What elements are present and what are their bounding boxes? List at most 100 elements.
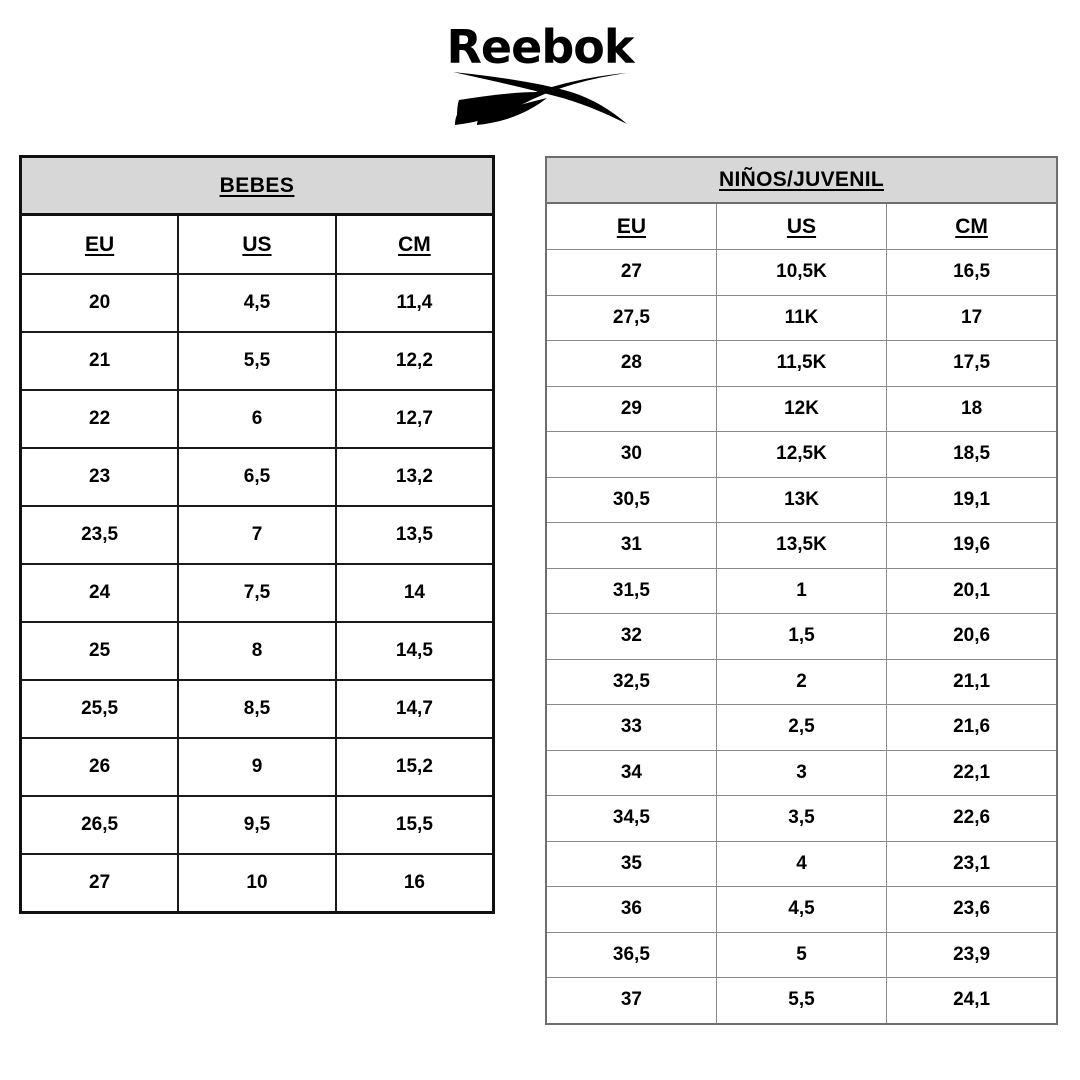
cell-cm: 17,5	[886, 340, 1058, 387]
cell-us: 2,5	[715, 704, 888, 751]
cell-us: 7,5	[177, 563, 337, 623]
table-row: 31,5 1 20,1	[545, 567, 1058, 614]
cell-eu: 31,5	[545, 567, 717, 614]
table-row: 32 1,5 20,6	[545, 613, 1058, 660]
cell-cm: 22,1	[886, 749, 1058, 796]
cell-eu: 35	[545, 840, 717, 887]
table-row: 32,5 2 21,1	[545, 658, 1058, 705]
cell-cm: 21,6	[886, 704, 1058, 751]
reebok-wordmark: Reebok	[446, 20, 635, 74]
column-header-us-label: US	[786, 214, 817, 238]
table-ninos-head: NIÑOS/JUVENIL EU US CM	[545, 156, 1058, 250]
table-row: 26,5 9,5 15,5	[19, 795, 495, 855]
cell-cm: 13,5	[334, 505, 495, 565]
cell-cm: 19,6	[886, 522, 1058, 569]
table-row: NIÑOS/JUVENIL	[545, 156, 1058, 204]
table-bebes-title: BEBES	[19, 155, 495, 216]
table-row: 30 12,5K 18,5	[545, 431, 1058, 478]
cell-eu: 36	[545, 886, 717, 933]
cell-eu: 21	[19, 331, 180, 391]
size-table-ninos: NIÑOS/JUVENIL EU US CM 27 10,5K 16,5 27,5 11…	[545, 156, 1058, 1025]
cell-eu: 25	[19, 621, 180, 681]
table-row: 34 3 22,1	[545, 749, 1058, 796]
column-header-cm-label: CM	[398, 232, 431, 256]
column-header-eu-label: EU	[84, 232, 115, 256]
cell-cm: 11,4	[334, 273, 495, 333]
cell-eu: 32	[545, 613, 717, 660]
table-bebes-body: 20 4,5 11,4 21 5,5 12,2 22 6 12,7 23 6,5 13,2 23,5 7 1…	[19, 273, 495, 914]
table-row: 37 5,5 24,1	[545, 977, 1058, 1024]
cell-cm: 14,7	[334, 679, 495, 739]
column-header-us: US	[715, 202, 888, 250]
cell-cm: 12,2	[334, 331, 495, 391]
cell-cm: 16,5	[886, 249, 1058, 296]
cell-us: 3,5	[715, 795, 888, 842]
table-ninos-title-text: NIÑOS/JUVENIL	[719, 168, 884, 191]
cell-us: 11,5K	[715, 340, 888, 387]
cell-us: 13K	[715, 476, 888, 523]
cell-cm: 19,1	[886, 476, 1058, 523]
cell-cm: 13,2	[334, 447, 495, 507]
cell-us: 4,5	[177, 273, 337, 333]
table-row: EU US CM	[19, 213, 495, 275]
cell-us: 5	[715, 931, 888, 978]
cell-us: 10	[177, 853, 337, 914]
cell-cm: 22,6	[886, 795, 1058, 842]
table-row: 30,5 13K 19,1	[545, 476, 1058, 523]
table-bebes-head: BEBES EU US CM	[19, 155, 495, 275]
cell-us: 3	[715, 749, 888, 796]
cell-us: 8,5	[177, 679, 337, 739]
cell-eu: 29	[545, 385, 717, 432]
cell-eu: 37	[545, 977, 717, 1024]
cell-eu: 23	[19, 447, 180, 507]
cell-us: 1,5	[715, 613, 888, 660]
cell-us: 5,5	[177, 331, 337, 391]
cell-us: 12,5K	[715, 431, 888, 478]
table-row: 31 13,5K 19,6	[545, 522, 1058, 569]
table-row: 21 5,5 12,2	[19, 331, 495, 391]
cell-eu: 23,5	[19, 505, 180, 565]
cell-eu: 24	[19, 563, 180, 623]
cell-cm: 18,5	[886, 431, 1058, 478]
table-row: 25 8 14,5	[19, 621, 495, 681]
cell-us: 5,5	[715, 977, 888, 1024]
table-bebes-title-text: BEBES	[219, 173, 295, 197]
cell-eu: 36,5	[545, 931, 717, 978]
cell-eu: 25,5	[19, 679, 180, 739]
table-row: 35 4 23,1	[545, 840, 1058, 887]
cell-eu: 30	[545, 431, 717, 478]
cell-cm: 21,1	[886, 658, 1058, 705]
cell-eu: 30,5	[545, 476, 717, 523]
cell-cm: 18	[886, 385, 1058, 432]
column-header-us: US	[177, 213, 337, 275]
cell-eu: 20	[19, 273, 180, 333]
cell-eu: 32,5	[545, 658, 717, 705]
table-row: 22 6 12,7	[19, 389, 495, 449]
cell-eu: 22	[19, 389, 180, 449]
table-row: 28 11,5K 17,5	[545, 340, 1058, 387]
table-row: 27 10 16	[19, 853, 495, 914]
cell-eu: 33	[545, 704, 717, 751]
cell-us: 11K	[715, 294, 888, 341]
cell-us: 12K	[715, 385, 888, 432]
cell-cm: 23,1	[886, 840, 1058, 887]
cell-cm: 23,9	[886, 931, 1058, 978]
cell-eu: 27	[545, 249, 717, 296]
reebok-vector-delta-icon	[451, 70, 629, 131]
cell-cm: 15,2	[334, 737, 495, 797]
cell-eu: 34	[545, 749, 717, 796]
column-header-cm: CM	[334, 213, 495, 275]
column-header-eu: EU	[19, 213, 180, 275]
table-row: 34,5 3,5 22,6	[545, 795, 1058, 842]
cell-us: 6	[177, 389, 337, 449]
cell-eu: 26	[19, 737, 180, 797]
table-row: 36,5 5 23,9	[545, 931, 1058, 978]
cell-eu: 27	[19, 853, 180, 914]
table-row: 23 6,5 13,2	[19, 447, 495, 507]
cell-cm: 17	[886, 294, 1058, 341]
table-row: 27 10,5K 16,5	[545, 249, 1058, 296]
cell-us: 9	[177, 737, 337, 797]
cell-eu: 26,5	[19, 795, 180, 855]
cell-us: 7	[177, 505, 337, 565]
cell-us: 10,5K	[715, 249, 888, 296]
